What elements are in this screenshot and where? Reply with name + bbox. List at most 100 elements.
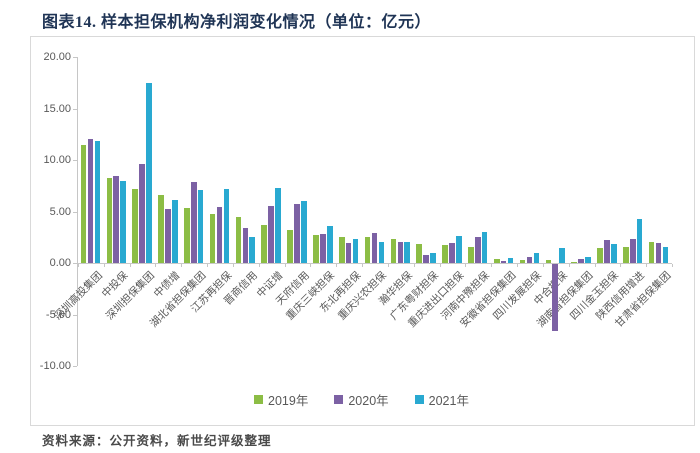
bar bbox=[235, 216, 242, 263]
x-axis-tick bbox=[594, 264, 596, 267]
bar bbox=[571, 261, 577, 263]
x-axis-tick bbox=[78, 264, 79, 267]
bar bbox=[604, 240, 610, 263]
x-axis-tick bbox=[439, 264, 441, 267]
x-axis-tick bbox=[129, 264, 131, 267]
y-axis-label: 5.00 bbox=[49, 205, 71, 218]
x-axis-tick bbox=[465, 264, 467, 267]
x-axis-tick bbox=[542, 264, 544, 267]
x-axis-tick bbox=[387, 264, 389, 267]
bar bbox=[184, 208, 190, 263]
bar bbox=[416, 244, 423, 263]
bar bbox=[648, 242, 655, 263]
y-axis-line bbox=[77, 57, 78, 366]
bar bbox=[449, 243, 455, 263]
legend-label: 2020年 bbox=[348, 394, 389, 408]
bar bbox=[493, 258, 500, 263]
bar bbox=[475, 237, 481, 263]
legend-item: 2021年 bbox=[414, 390, 469, 409]
x-axis-line bbox=[78, 263, 672, 264]
bar bbox=[597, 247, 603, 263]
bar bbox=[390, 239, 397, 263]
bar bbox=[585, 256, 591, 263]
bar bbox=[106, 177, 113, 263]
x-axis-tick bbox=[620, 264, 622, 267]
x-axis-tick bbox=[181, 264, 183, 267]
bar bbox=[623, 246, 629, 263]
x-axis-tick bbox=[646, 264, 648, 267]
x-axis-tick bbox=[310, 264, 312, 267]
bar bbox=[456, 236, 462, 263]
y-axis-tick bbox=[73, 57, 77, 58]
bar bbox=[94, 141, 101, 263]
x-axis-tick bbox=[362, 264, 364, 267]
bar bbox=[158, 195, 164, 263]
bar bbox=[519, 259, 526, 263]
bar bbox=[526, 256, 533, 263]
bar bbox=[352, 239, 359, 263]
bar bbox=[430, 252, 436, 263]
y-axis-label: 20.00 bbox=[43, 51, 71, 63]
bar bbox=[80, 144, 87, 263]
x-axis-tick bbox=[207, 264, 209, 267]
bar bbox=[378, 242, 385, 263]
bar bbox=[423, 254, 429, 263]
bar bbox=[533, 252, 540, 263]
y-axis-tick bbox=[73, 263, 77, 264]
legend-item: 2020年 bbox=[334, 390, 389, 409]
bar bbox=[216, 207, 223, 263]
y-axis-tick bbox=[73, 108, 77, 110]
bar bbox=[611, 244, 617, 263]
bar bbox=[500, 260, 507, 263]
legend-item: 2019年 bbox=[254, 390, 308, 409]
bar bbox=[364, 237, 371, 263]
x-axis-tick bbox=[336, 264, 338, 267]
x-axis-tick bbox=[103, 264, 105, 267]
bar bbox=[87, 139, 94, 263]
bar bbox=[578, 258, 584, 263]
bar bbox=[326, 225, 333, 263]
y-axis-tick bbox=[73, 366, 77, 367]
y-axis-label: 15.00 bbox=[43, 102, 71, 115]
legend-label: 2019年 bbox=[268, 394, 309, 408]
bar bbox=[545, 259, 552, 263]
x-axis-tick bbox=[155, 264, 157, 267]
bar bbox=[197, 189, 204, 263]
legend-swatch-icon bbox=[334, 395, 344, 404]
bar bbox=[294, 204, 300, 263]
bar bbox=[301, 201, 307, 263]
x-axis-tick bbox=[232, 264, 234, 267]
source-note: 资料来源：公开资料，新世纪评级整理 bbox=[42, 434, 272, 448]
bar bbox=[320, 234, 326, 263]
bar bbox=[629, 239, 636, 263]
x-axis-tick bbox=[568, 264, 570, 267]
bar bbox=[287, 230, 293, 263]
chart-title: 图表14. 样本担保机构净利润变化情况（单位：亿元） bbox=[42, 14, 432, 31]
bar bbox=[190, 181, 197, 263]
bar bbox=[442, 245, 448, 263]
bar bbox=[559, 247, 565, 263]
bar bbox=[662, 246, 669, 263]
x-axis-tick bbox=[258, 264, 260, 267]
bar bbox=[275, 187, 281, 263]
x-axis-tick bbox=[672, 264, 673, 267]
y-axis-label: -5.00 bbox=[45, 308, 71, 321]
bar bbox=[397, 242, 404, 263]
bar bbox=[120, 180, 126, 263]
bar bbox=[171, 200, 178, 263]
bar bbox=[132, 188, 138, 263]
bar bbox=[249, 237, 256, 263]
bar bbox=[209, 213, 216, 263]
bar bbox=[165, 209, 171, 263]
bar bbox=[371, 233, 378, 263]
x-axis-tick bbox=[517, 264, 519, 267]
bar bbox=[242, 227, 249, 263]
bar bbox=[468, 246, 474, 263]
y-axis-label: 10.00 bbox=[43, 154, 71, 166]
bar bbox=[481, 232, 488, 263]
x-axis-tick bbox=[413, 264, 415, 267]
bar bbox=[223, 188, 230, 263]
chart-panel bbox=[30, 36, 695, 426]
x-axis-tick bbox=[284, 264, 286, 267]
y-axis-tick bbox=[73, 314, 77, 316]
